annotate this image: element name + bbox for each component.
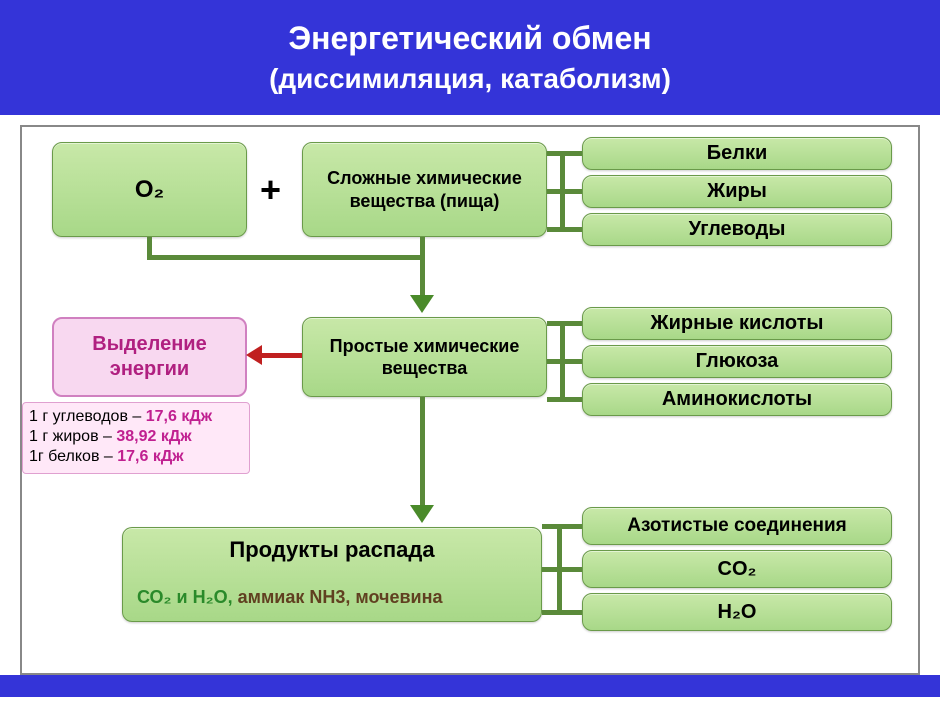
node-h2o: H₂O <box>582 593 892 631</box>
conn <box>147 255 425 260</box>
node-o2: O₂ <box>52 142 247 237</box>
node-fatty: Жирные кислоты <box>582 307 892 340</box>
title: Энергетический обмен <box>288 20 651 57</box>
conn <box>542 610 582 615</box>
node-nitro: Азотистые соединения <box>582 507 892 545</box>
products-sub: СО₂ и Н₂О, аммиак NH3, мочевина <box>137 587 442 608</box>
ev-r1-lbl: 1 г углеводов – <box>29 408 146 425</box>
header: Энергетический обмен (диссимиляция, ката… <box>0 0 940 115</box>
node-energy: Выделение энергии <box>52 317 247 397</box>
arrow-red <box>246 345 262 365</box>
plus-sign: + <box>260 169 281 211</box>
ev-r3-lbl: 1г белков – <box>29 448 117 465</box>
conn <box>420 397 425 507</box>
ev-r1-val: 17,6 кДж <box>146 408 212 425</box>
conn <box>560 151 565 232</box>
conn <box>560 321 565 402</box>
node-complex: Сложные химические вещества (пища) <box>302 142 547 237</box>
energy-values: 1 г углеводов – 17,6 кДж 1 г жиров – 38,… <box>22 402 250 474</box>
conn <box>147 237 152 257</box>
conn <box>542 567 582 572</box>
conn <box>557 524 562 615</box>
node-simple: Простые химические вещества <box>302 317 547 397</box>
arrow-down-2 <box>410 505 434 523</box>
ev-r3-val: 17,6 кДж <box>117 448 183 465</box>
products-sub-2: аммиак NH3, мочевина <box>238 587 443 607</box>
conn <box>542 524 582 529</box>
products-sub-1: СО₂ и Н₂О, <box>137 587 238 607</box>
node-fats: Жиры <box>582 175 892 208</box>
ev-r2-lbl: 1 г жиров – <box>29 428 116 445</box>
conn <box>420 237 425 257</box>
node-glucose: Глюкоза <box>582 345 892 378</box>
node-amino: Аминокислоты <box>582 383 892 416</box>
subtitle: (диссимиляция, катаболизм) <box>269 63 671 95</box>
node-co2: CO₂ <box>582 550 892 588</box>
diagram-area: O₂ + Сложные химические вещества (пища) … <box>20 125 920 675</box>
conn-red <box>260 353 302 358</box>
arrow-down-1 <box>410 295 434 313</box>
node-proteins: Белки <box>582 137 892 170</box>
products-title: Продукты распада <box>229 536 434 564</box>
footer-bar <box>0 675 940 697</box>
node-carbs: Углеводы <box>582 213 892 246</box>
conn <box>420 255 425 297</box>
ev-r2-val: 38,92 кДж <box>116 428 191 445</box>
